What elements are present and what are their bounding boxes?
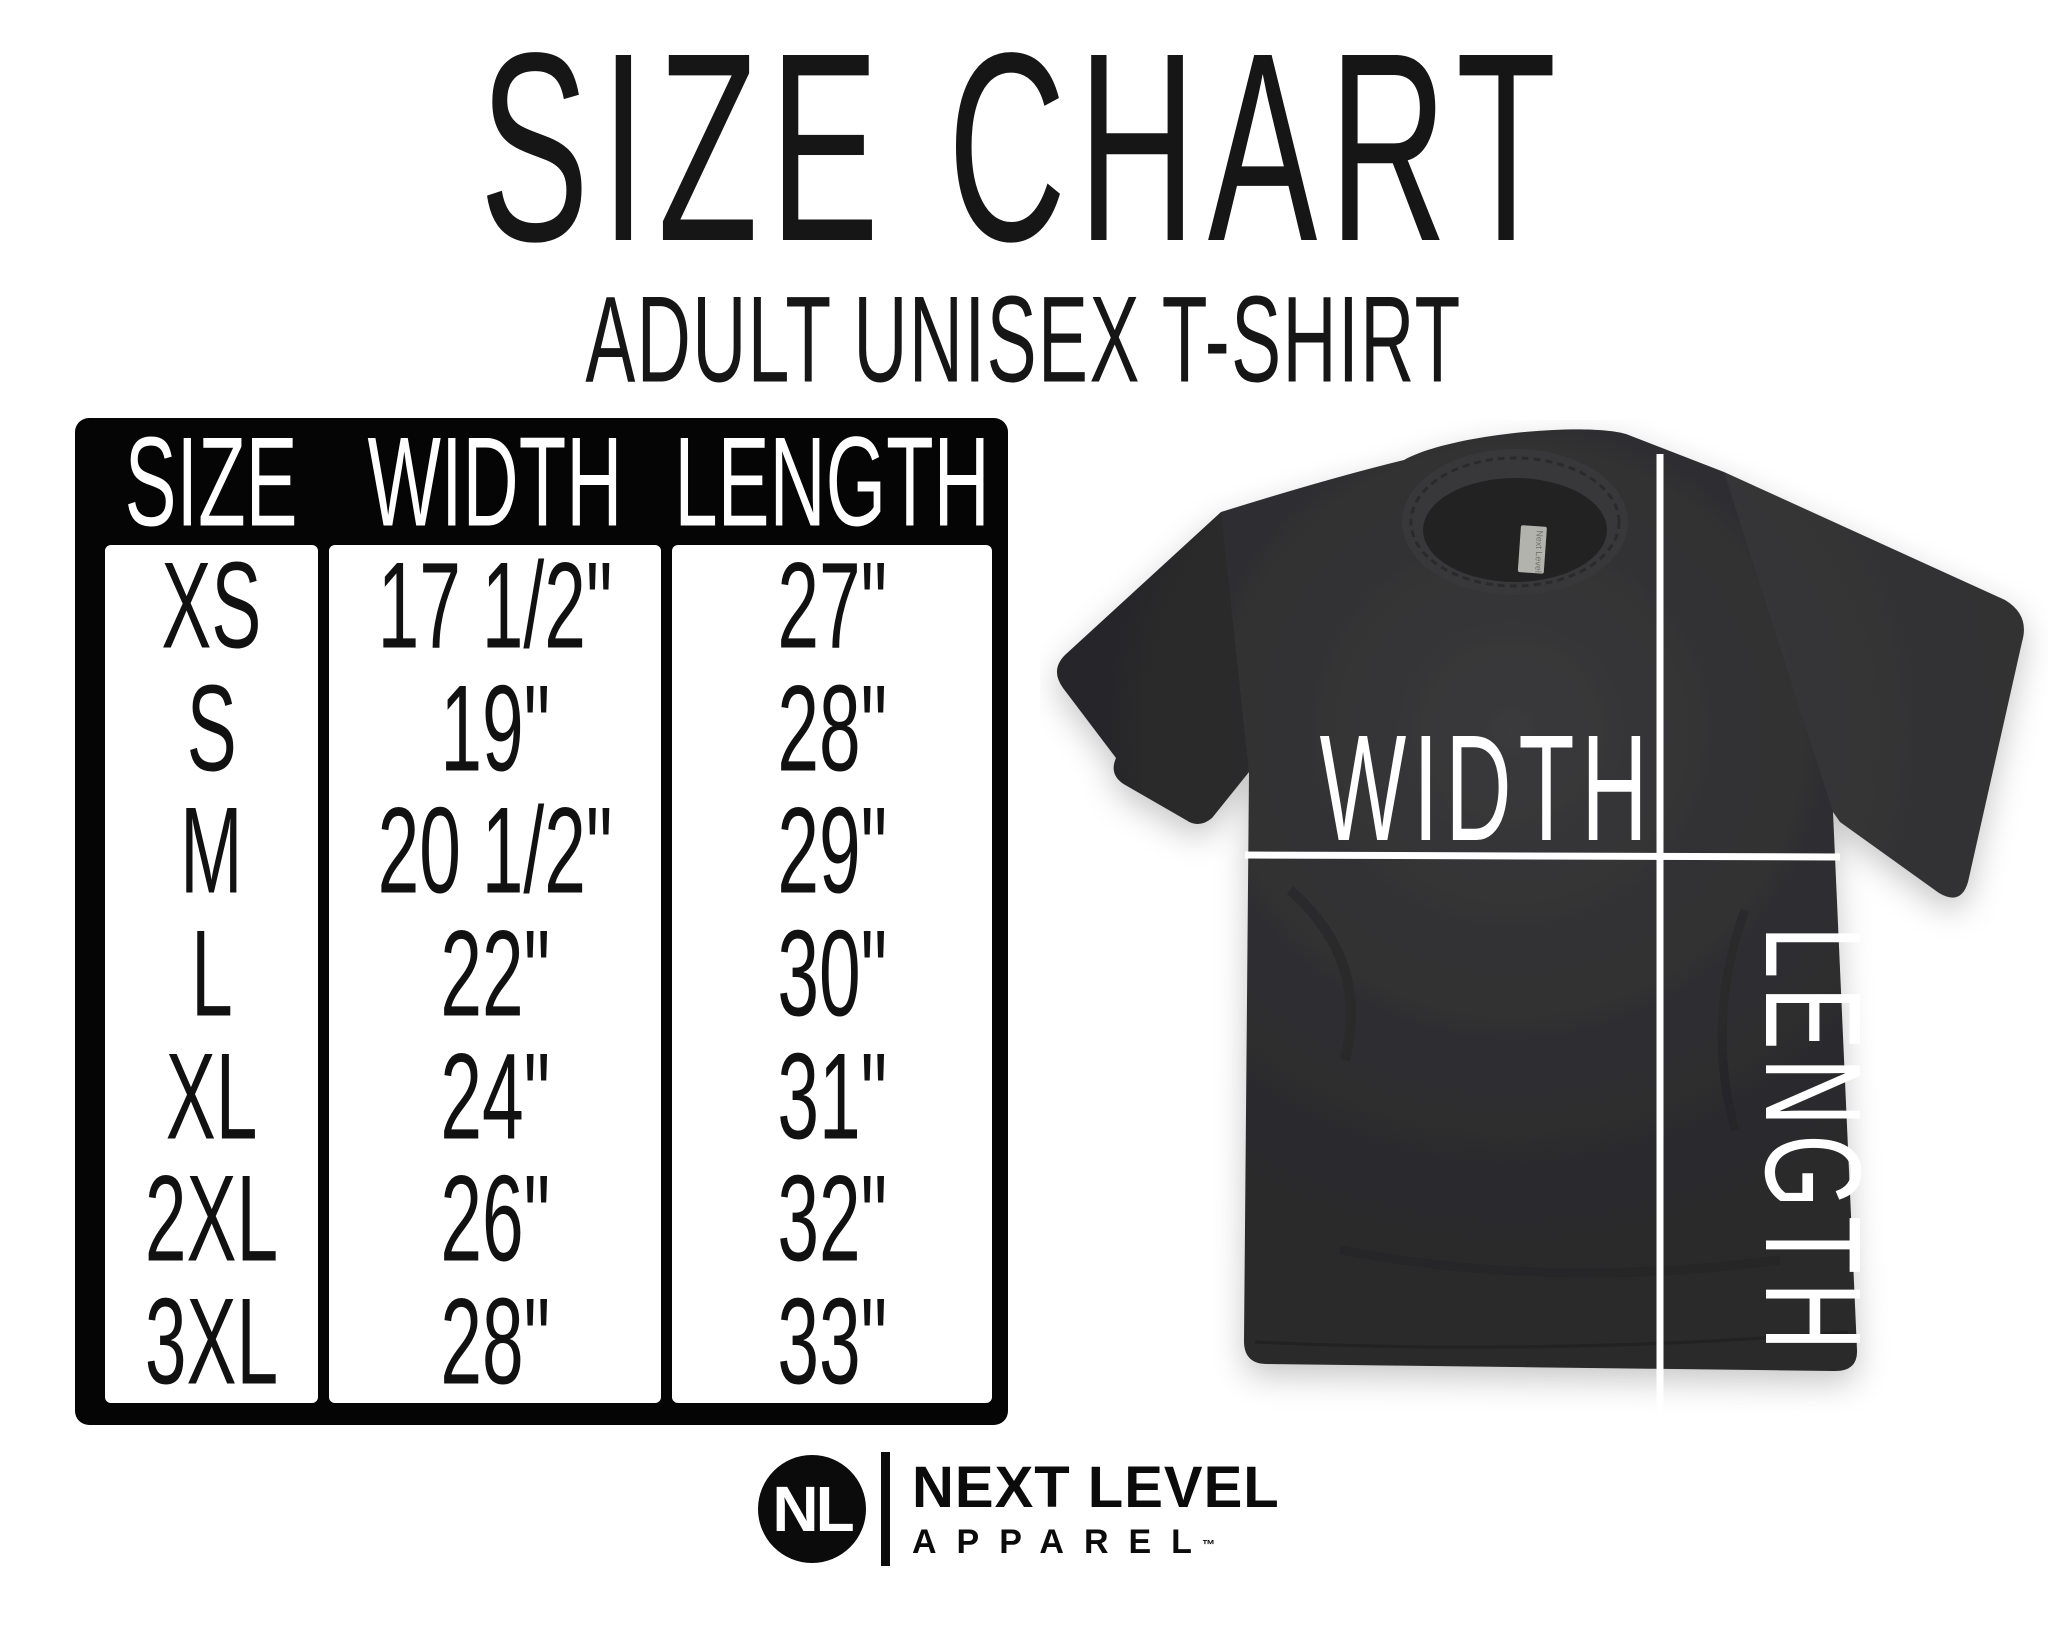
nl-monogram-text: NL bbox=[772, 1473, 854, 1545]
table-cell-size: XL bbox=[165, 1028, 258, 1166]
logo-divider bbox=[881, 1452, 890, 1566]
table-cell-length: 30" bbox=[777, 905, 887, 1043]
page-subtitle-text: ADULT UNISEX T-SHIRT bbox=[585, 271, 1463, 409]
neck-tag: Next Level bbox=[1517, 525, 1547, 574]
page-title: SIZE CHART bbox=[0, 13, 2048, 282]
tshirt-photo: Next Level WIDTH LENGTH bbox=[1040, 420, 2048, 1450]
length-column: 27" 28" 29" 30" 31" 32" 33" bbox=[672, 545, 992, 1403]
table-cell-size: 3XL bbox=[144, 1273, 279, 1411]
table-cell-width: 26" bbox=[440, 1150, 550, 1288]
size-column: XS S M L XL 2XL 3XL bbox=[105, 545, 318, 1403]
tshirt-body bbox=[1056, 429, 2024, 1372]
wrinkle bbox=[1717, 908, 1750, 1132]
tshirt-shape: Next Level bbox=[1056, 429, 2024, 1372]
table-cell-width: 19" bbox=[440, 660, 550, 798]
table-cell-width: 17 1/2" bbox=[377, 537, 613, 675]
table-cell-width: 28" bbox=[440, 1273, 550, 1411]
hem-stitch bbox=[1254, 1330, 1849, 1349]
wrinkle bbox=[1286, 886, 1356, 1062]
length-label: LENGTH bbox=[1737, 926, 1890, 1359]
table-cell-length: 28" bbox=[777, 660, 887, 798]
size-table-header: SIZE WIDTH LENGTH bbox=[105, 409, 992, 553]
table-cell-width: 24" bbox=[440, 1028, 550, 1166]
table-cell-length: 32" bbox=[777, 1150, 887, 1288]
table-cell-length: 33" bbox=[777, 1273, 887, 1411]
neck-tag-text: Next Level bbox=[1533, 530, 1544, 573]
trademark-symbol: ™ bbox=[1201, 1537, 1215, 1552]
table-cell-width: 20 1/2" bbox=[377, 782, 613, 920]
nl-monogram: NL bbox=[758, 1455, 866, 1563]
left-sleeve-shade bbox=[1056, 512, 1249, 825]
table-cell-length: 27" bbox=[777, 537, 887, 675]
logo-name-line1: NEXT LEVEL bbox=[912, 1455, 1280, 1520]
size-table: SIZE WIDTH LENGTH XS S M L XL 2XL 3XL 17 1/2" 1… bbox=[75, 409, 1008, 1425]
width-column: 17 1/2" 19" 20 1/2" 22" 24" 26" 28" bbox=[329, 545, 661, 1403]
size-table-body: XS S M L XL 2XL 3XL 17 1/2" 19" 20 1/2" 22" 24" 26"… bbox=[105, 545, 992, 1403]
table-cell-size: 2XL bbox=[144, 1150, 279, 1288]
column-header-size: SIZE bbox=[125, 409, 298, 553]
tshirt-diagram: Next Level WIDTH LENGTH bbox=[1056, 429, 2024, 1415]
collar-stitch bbox=[1409, 456, 1621, 588]
column-header-length: LENGTH bbox=[674, 409, 990, 553]
table-cell-size: L bbox=[190, 905, 233, 1043]
table-cell-width: 22" bbox=[440, 905, 550, 1043]
table-cell-size: M bbox=[180, 782, 243, 920]
page-subtitle: ADULT UNISEX T-SHIRT bbox=[0, 279, 2048, 402]
wrinkle bbox=[1339, 1245, 1781, 1278]
width-measure-line bbox=[1244, 851, 1841, 861]
width-label: WIDTH bbox=[1320, 703, 1655, 872]
table-cell-size: XS bbox=[161, 537, 262, 675]
collar-opening bbox=[1423, 478, 1607, 582]
logo-wordmark: NEXT LEVEL APPAREL™ bbox=[912, 1455, 1280, 1561]
brand-logo: NL NEXT LEVEL APPAREL™ bbox=[758, 1452, 1280, 1566]
page-title-text: SIZE CHART bbox=[479, 0, 1569, 298]
table-cell-length: 29" bbox=[777, 782, 887, 920]
table-cell-size: S bbox=[186, 660, 237, 798]
column-header-width: WIDTH bbox=[367, 409, 623, 553]
table-cell-length: 31" bbox=[777, 1028, 887, 1166]
logo-name-line2: APPAREL™ bbox=[912, 1523, 1215, 1561]
